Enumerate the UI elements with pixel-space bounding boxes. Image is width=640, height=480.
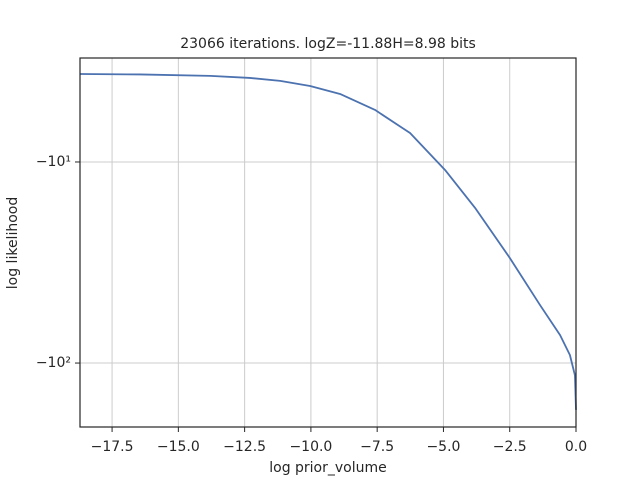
chart-title: 23066 iterations. logZ=-11.88H=8.98 bits (180, 36, 476, 52)
x-tick-label: −10.0 (289, 439, 332, 455)
y-axis-label: log likelihood (5, 197, 21, 289)
x-tick-label: −7.5 (360, 439, 394, 455)
plot-frame (79, 57, 577, 428)
y-tick-label: −10² (36, 355, 71, 371)
x-tick-label: −12.5 (223, 439, 266, 455)
x-tick-label: −15.0 (157, 439, 200, 455)
x-tick-label: −2.5 (493, 439, 527, 455)
data-line (79, 73, 577, 410)
x-tick-label: −5.0 (426, 439, 460, 455)
x-tick-label: −17.5 (91, 439, 134, 455)
y-tick-label: −10¹ (36, 154, 71, 170)
x-axis-label: log prior_volume (269, 460, 387, 476)
x-tick-label: 0.0 (565, 439, 587, 455)
